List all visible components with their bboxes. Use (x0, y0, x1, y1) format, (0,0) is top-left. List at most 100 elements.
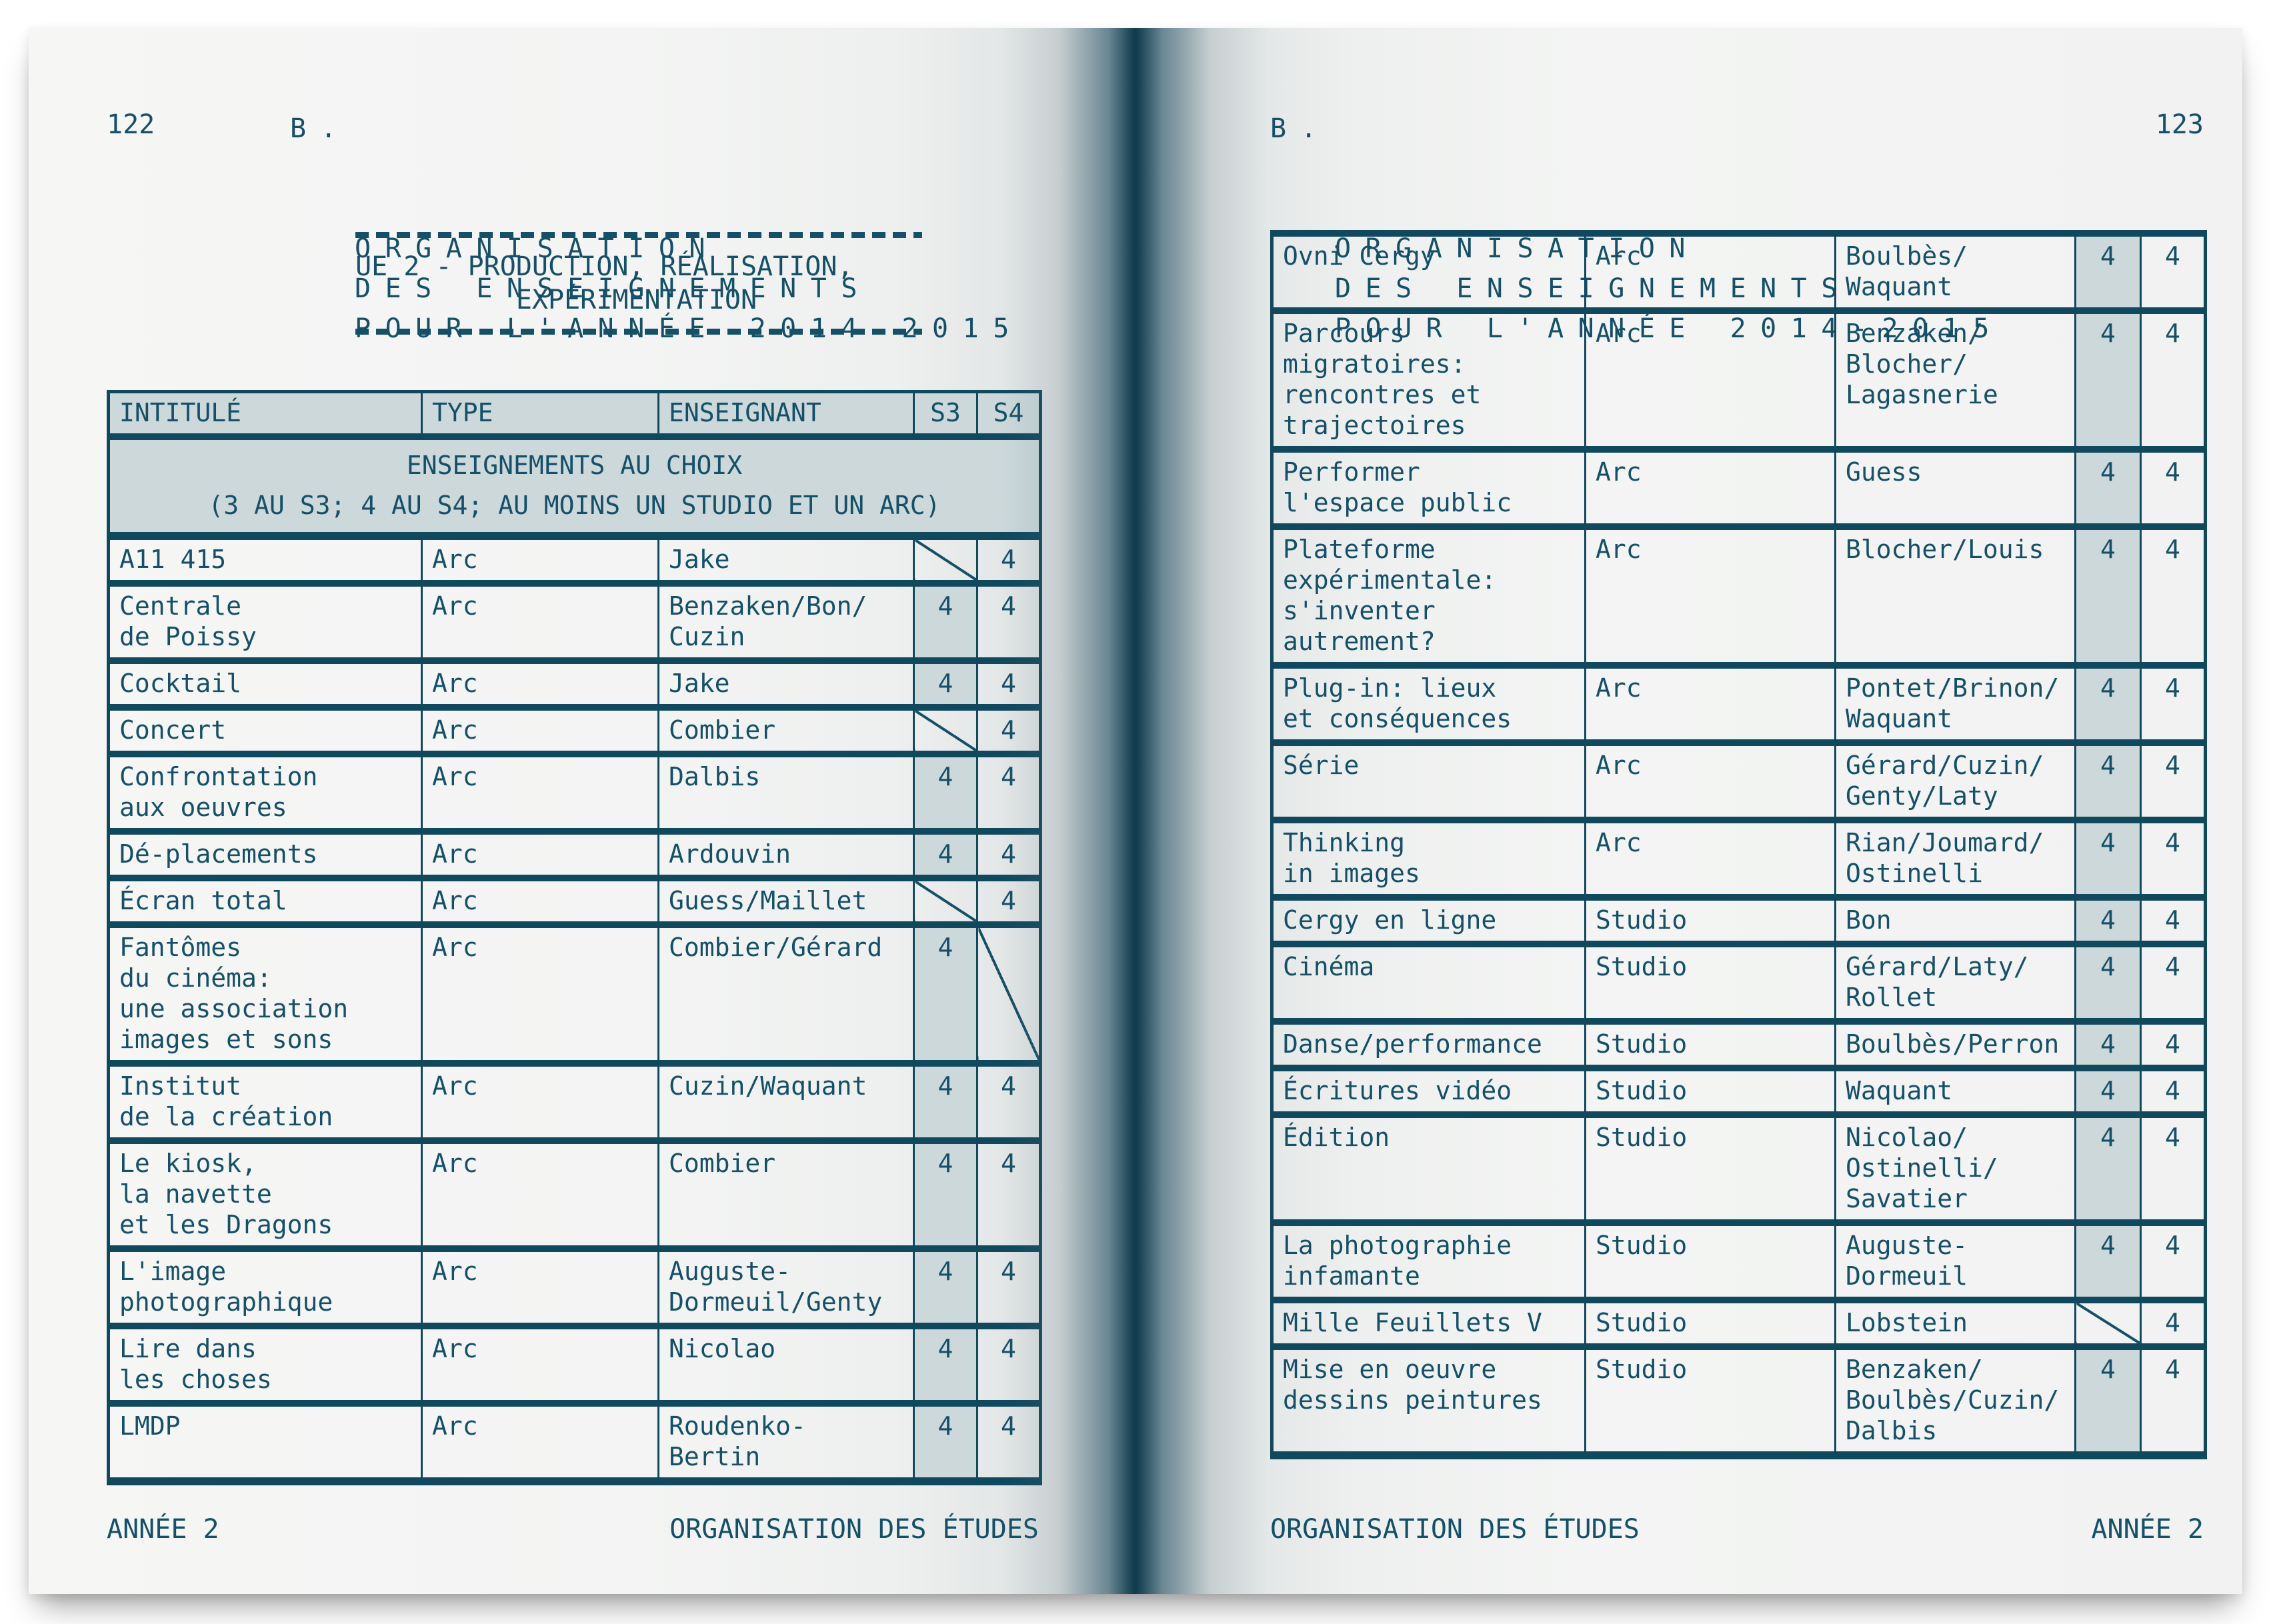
table-row: Plateforme expérimentale: s'inventer aut… (1271, 523, 2206, 669)
cell-s3: 4 (2074, 817, 2142, 901)
cell-intitule: Dé-placements (107, 828, 423, 881)
cell-s3: 4 (913, 657, 978, 711)
cell-s4: 4 (2140, 941, 2206, 1025)
cell-enseignant: Auguste- Dormeuil/Genty (657, 1245, 915, 1329)
cell-enseignant: Bon (1834, 894, 2076, 947)
group-header-row: ENSEIGNEMENTS AU CHOIX (3 AU S3; 4 AU S4… (107, 433, 1041, 540)
cell-s3: 4 (2074, 307, 2142, 453)
footer-left-text: ORGANISATION DES ÉTUDES (1270, 1514, 1640, 1545)
cell-s4: 4 (976, 1060, 1041, 1144)
cell-enseignant: Boulbès/ Waquant (1834, 230, 2076, 314)
table-row: Série Arc Gérard/Cuzin/ Genty/Laty 4 4 (1271, 739, 2206, 823)
page-right: 123 B. ORGANISATION DES ENSEIGNEMENTS PO… (1135, 28, 2242, 1594)
cell-s3: 4 (913, 1060, 978, 1144)
footer-left-text: ANNÉE 2 (107, 1514, 219, 1545)
table-row: Ovni Cergy Arc Boulbès/ Waquant 4 4 (1271, 230, 2206, 314)
cell-type: Arc (421, 657, 659, 711)
cell-intitule: LMDP (107, 1400, 423, 1485)
footer-right-text: ANNÉE 2 (2091, 1514, 2204, 1545)
cell-s4: 4 (2140, 446, 2206, 530)
cell-enseignant: Guess/Maillet (657, 875, 915, 928)
dashed-rule-top (355, 232, 922, 238)
cell-s4: 4 (2140, 739, 2206, 823)
header-prefix: B. (290, 113, 351, 144)
footer: ORGANISATION DES ÉTUDES ANNÉE 2 (1270, 1513, 2204, 1545)
cell-enseignant: Cuzin/Waquant (657, 1060, 915, 1144)
cell-type: Studio (1584, 1343, 1836, 1459)
cell-s4: 4 (976, 657, 1041, 711)
cell-s3: 4 (2074, 1111, 2142, 1226)
cell-enseignant: Blocher/Louis (1834, 523, 2076, 669)
cell-type: Arc (421, 1323, 659, 1407)
cell-intitule: Cinéma (1271, 941, 1586, 1025)
column-header-enseignant: ENSEIGNANT (657, 390, 915, 440)
column-header-row: INTITULÉ TYPE ENSEIGNANT S3 S4 (107, 390, 1041, 440)
cell-s3: 4 (913, 1323, 978, 1407)
page-number: 122 (107, 109, 155, 140)
page-left-content: 122 B. ORGANISATION DES ENSEIGNEMENTS PO… (107, 28, 1042, 1594)
cell-enseignant: Jake (657, 657, 915, 711)
cell-enseignant: Benzaken/ Boulbès/Cuzin/ Dalbis (1834, 1343, 2076, 1459)
cell-intitule: Plug-in: lieux et conséquences (1271, 662, 1586, 746)
cell-s4: 4 (976, 1323, 1041, 1407)
cell-s3: 4 (2074, 941, 2142, 1025)
cell-intitule: La photographie infamante (1271, 1219, 1586, 1303)
cell-type: Arc (421, 533, 659, 587)
cell-s4: 4 (2140, 307, 2206, 453)
cell-intitule: Ovni Cergy (1271, 230, 1586, 314)
cell-s3: 4 (913, 751, 978, 835)
cell-intitule: Parcours migratoires: rencontres et traj… (1271, 307, 1586, 453)
cell-type: Studio (1584, 941, 1836, 1025)
cell-type: Studio (1584, 1111, 1836, 1226)
cell-enseignant: Benzaken/ Blocher/ Lagasnerie (1834, 307, 2076, 453)
cell-s4: 4 (2140, 1111, 2206, 1226)
cell-intitule: Écritures vidéo (1271, 1065, 1586, 1118)
cell-type: Arc (421, 751, 659, 835)
cell-enseignant: Waquant (1834, 1065, 2076, 1118)
table-row: Parcours migratoires: rencontres et traj… (1271, 307, 2206, 453)
column-header-type: TYPE (421, 390, 659, 440)
cell-s4: 4 (976, 1245, 1041, 1329)
cell-type: Studio (1584, 1018, 1836, 1071)
table-row: Centrale de Poissy Arc Benzaken/Bon/ Cuzin… (107, 580, 1041, 664)
cell-s4: 4 (2140, 817, 2206, 901)
cell-type: Arc (1584, 817, 1836, 901)
table-row: LMDP Arc Roudenko- Bertin 4 4 (107, 1400, 1041, 1485)
cell-s3: 4 (2074, 894, 2142, 947)
cell-type: Arc (1584, 230, 1836, 314)
cell-type: Arc (1584, 662, 1836, 746)
cell-s3-diagonal (913, 533, 978, 587)
table-row: Cinéma Studio Gérard/Laty/ Rollet 4 4 (1271, 941, 2206, 1025)
book-spread: 122 B. ORGANISATION DES ENSEIGNEMENTS PO… (29, 28, 2242, 1594)
cell-type: Arc (1584, 523, 1836, 669)
table-row: Plug-in: lieux et conséquences Arc Pontet/… (1271, 662, 2206, 746)
table-row: Mille Feuillets V Studio Lobstein 4 (1271, 1297, 2206, 1350)
cell-type: Arc (421, 1400, 659, 1485)
cell-s4: 4 (976, 828, 1041, 881)
table-row: L'image photographique Arc Auguste- Dormeu… (107, 1245, 1041, 1329)
cell-s3: 4 (2074, 523, 2142, 669)
cell-s3: 4 (913, 1400, 978, 1485)
cell-type: Studio (1584, 1065, 1836, 1118)
cell-s4: 4 (976, 533, 1041, 587)
cell-enseignant: Ardouvin (657, 828, 915, 881)
cell-s4: 4 (2140, 1219, 2206, 1303)
cell-intitule: Écran total (107, 875, 423, 928)
page-number: 123 (2155, 109, 2204, 140)
cell-enseignant: Roudenko- Bertin (657, 1400, 915, 1485)
cell-intitule: Mise en oeuvre dessins peintures (1271, 1343, 1586, 1459)
cell-s4: 4 (976, 751, 1041, 835)
table-row: Institut de la création Arc Cuzin/Waquant 4… (107, 1060, 1041, 1144)
header-prefix: B. (1270, 113, 1332, 144)
cell-intitule: Édition (1271, 1111, 1586, 1226)
table-row: Édition Studio Nicolao/ Ostinelli/ Savatie… (1271, 1111, 2206, 1226)
cell-intitule: Lire dans les choses (107, 1323, 423, 1407)
cell-type: Arc (421, 580, 659, 664)
courses-table-right: Ovni Cergy Arc Boulbès/ Waquant 4 4 Parcours … (1270, 230, 2207, 1459)
cell-s4: 4 (976, 1137, 1041, 1252)
cell-s3: 4 (2074, 1343, 2142, 1459)
cell-intitule: Série (1271, 739, 1586, 823)
cell-type: Arc (421, 1245, 659, 1329)
courses-table-left: INTITULÉ TYPE ENSEIGNANT S3 S4 ENSEIGNEM… (107, 390, 1042, 1485)
